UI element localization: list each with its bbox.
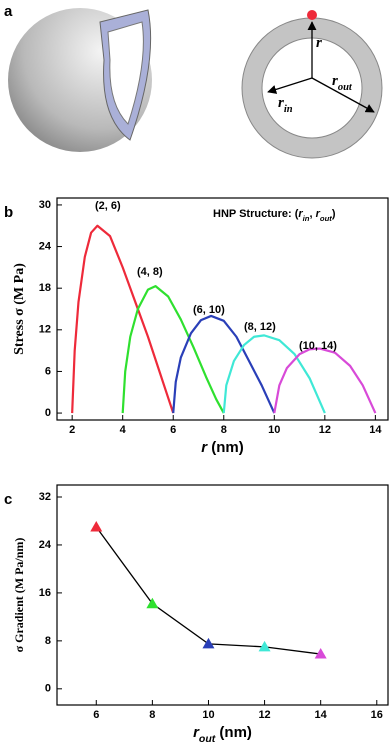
y-axis-label: Stress σ (M Pa) [12,263,27,355]
panel-label: c [4,491,12,508]
y-tick-label: 6 [45,365,51,377]
panel-label: b [4,204,13,221]
stress-curve [71,224,175,414]
series-label: (4, 8) [137,266,163,278]
diagram-label-part: r [278,95,284,111]
gradient-line [95,526,321,655]
panel-label: a [4,3,13,20]
x-tick-label: 6 [93,709,99,721]
y-tick-label: 0 [45,407,51,419]
diagram-label: rout [332,73,353,92]
x-tick-label: 10 [202,709,214,721]
legend-title: HNP Structure: (rin, rout) [213,208,336,223]
marker [314,648,327,659]
x-tick-label: 16 [371,709,383,721]
x-tick-label: 12 [319,424,331,436]
legend-title-part: in [303,214,310,223]
stress-curve [121,285,225,414]
stress-curve [273,347,377,414]
marker [258,640,271,652]
legend-title-part: r [316,208,321,220]
legend-title-part: out [320,214,332,223]
stress-curve [222,334,326,414]
y-tick-label: 24 [39,240,52,252]
x-axis-label-part: (nm) [207,439,244,456]
marker [202,637,215,649]
y-tick-label: 16 [39,587,51,599]
x-axis-label-part: out [199,733,216,744]
legend-title-part: r [298,208,303,220]
y-tick-label: 0 [45,683,51,695]
diagram-label-part: in [284,104,293,115]
plot-frame [56,484,389,706]
series-label: (10, 14) [299,340,337,352]
x-tick-label: 4 [120,424,127,436]
diagram-label-part: r [316,35,322,51]
marker [90,520,103,532]
chart-c: 6 8 10 12 14 16 0 8 16 24 32 rout (nm) σ Gradient (M… [12,484,389,744]
legend-title-part: , [310,208,316,220]
point [307,10,317,20]
x-axis-label-part: r [193,724,200,741]
arrow-rin [267,77,313,94]
y-tick-label: 12 [39,324,51,336]
series-label: (8, 12) [244,321,276,333]
diagram-label-part: out [338,82,353,93]
series-label: (2, 6) [95,200,121,212]
x-tick-label: 12 [258,709,270,721]
y-tick-label: 30 [39,199,51,211]
x-axis-label-part: (nm) [215,724,252,741]
legend-title-part: HNP Structure: ( [213,208,299,220]
plot-frame [56,197,389,421]
diagram-label: rin [278,95,293,114]
marker [146,597,159,609]
diagram-label: r [316,35,322,51]
x-tick-label: 8 [149,709,155,721]
y-tick-label: 32 [39,491,51,503]
diagram-label-part: r [332,73,338,89]
x-axis-label-part: r [201,439,208,456]
arrow-rout [311,77,375,113]
x-tick-label: 14 [315,709,328,721]
cavity [107,21,144,125]
x-tick-label: 8 [221,424,227,436]
x-axis-label: r (nm) [201,439,244,456]
x-tick-label: 14 [369,424,382,436]
x-tick-label: 6 [170,424,176,436]
y-tick-label: 18 [39,282,51,294]
y-tick-label: 8 [45,635,51,647]
y-axis-label: σ Gradient (M Pa/nm) [12,538,26,653]
stress-curve [172,314,276,414]
x-tick-label: 10 [268,424,280,436]
y-tick-label: 24 [39,539,52,551]
legend-title-part: ) [332,208,336,220]
series-label: (6, 10) [193,304,225,316]
x-tick-label: 2 [69,424,75,436]
x-axis-label: rout (nm) [193,724,252,744]
